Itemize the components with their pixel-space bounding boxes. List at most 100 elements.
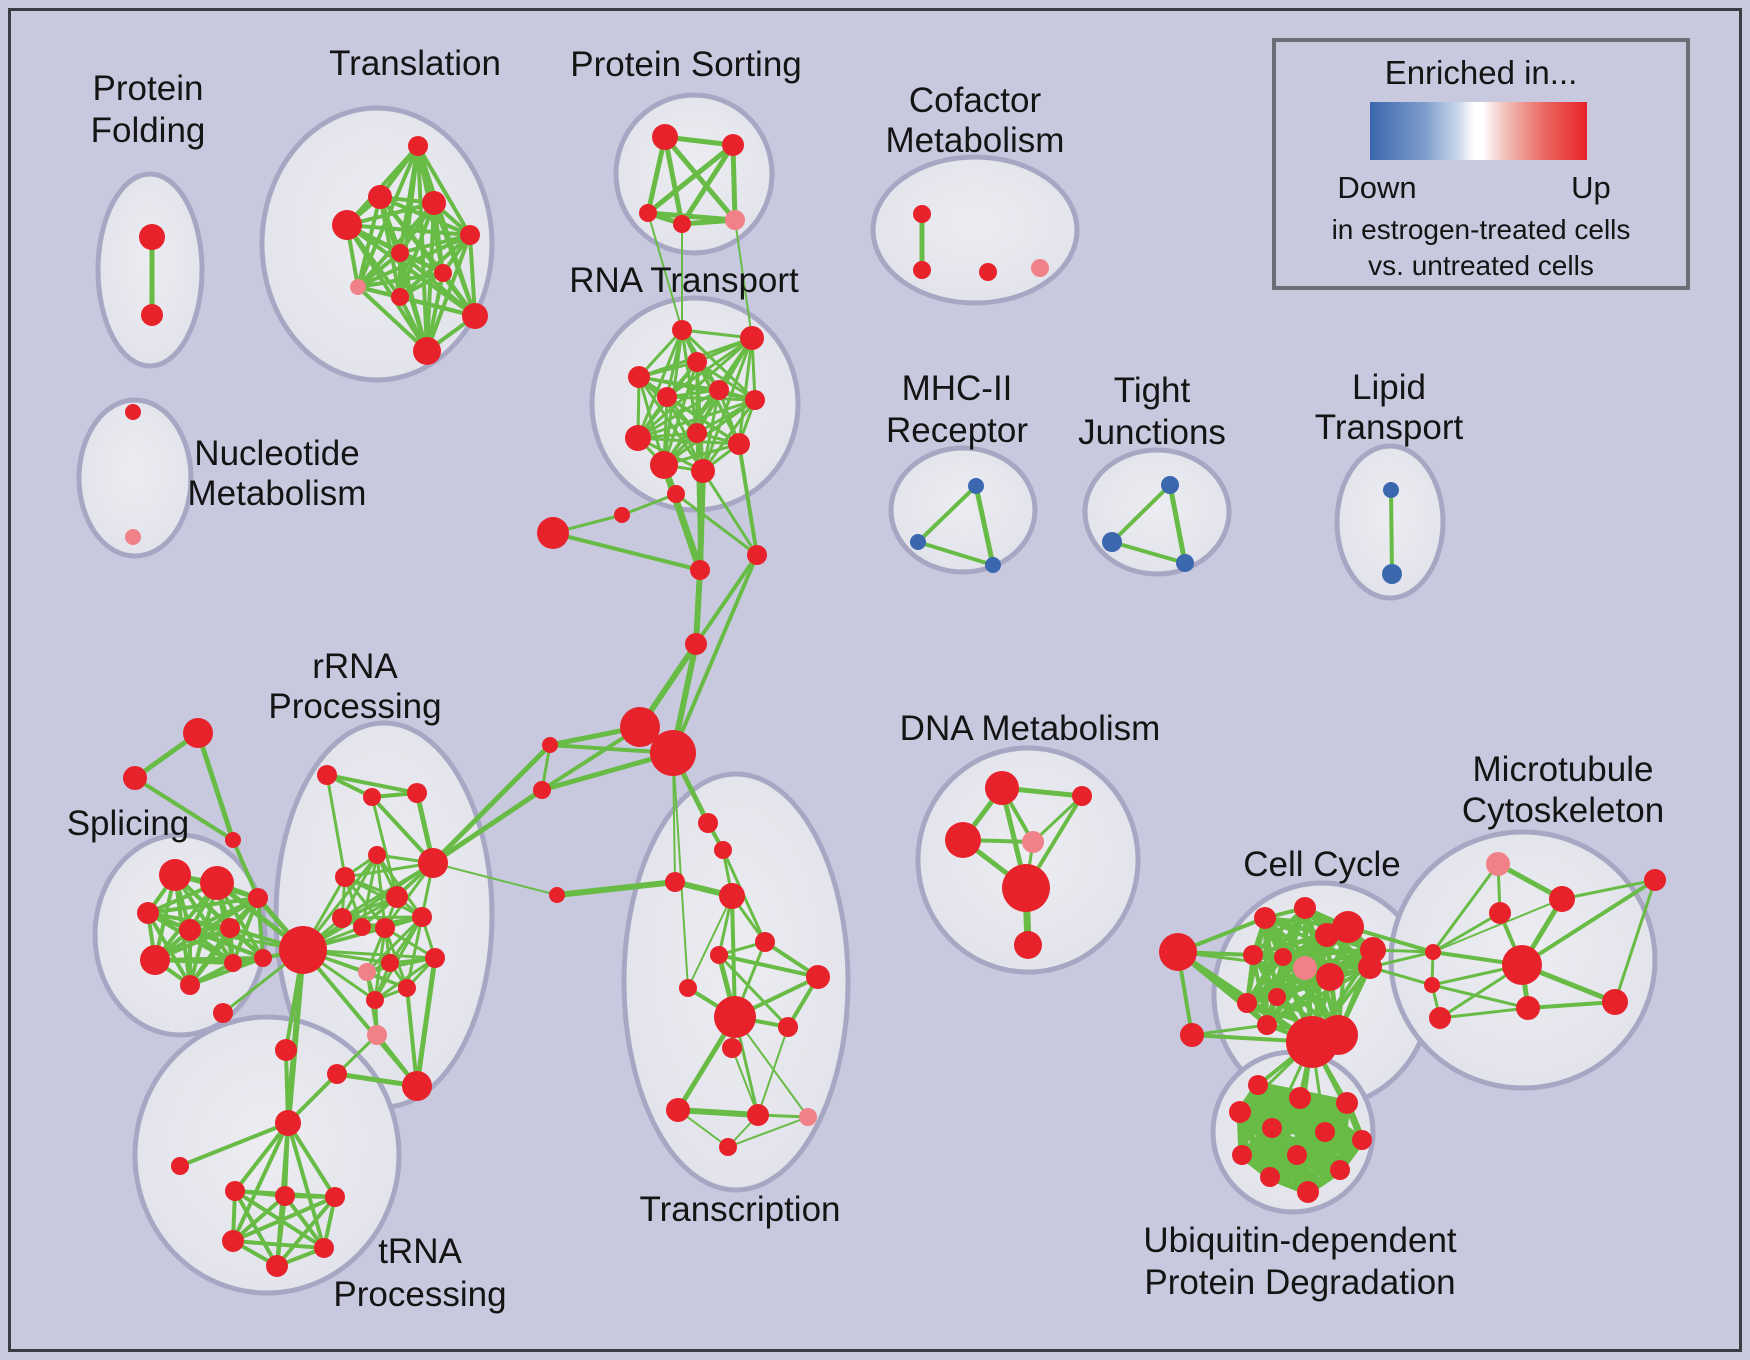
network-edge bbox=[325, 773, 347, 879]
network-node-ps3 bbox=[639, 204, 657, 222]
network-edge bbox=[1266, 1166, 1344, 1181]
network-edge bbox=[256, 896, 265, 960]
network-node-tr4 bbox=[222, 1230, 244, 1252]
network-node-tr1 bbox=[225, 1181, 245, 1201]
network-edge bbox=[188, 928, 265, 960]
network-edge bbox=[1265, 948, 1375, 1027]
cluster-label-mhc-ii-receptor: Receptor bbox=[886, 411, 1028, 450]
network-node-rt10 bbox=[728, 433, 750, 455]
network-node-mt2 bbox=[1489, 902, 1511, 924]
network-edge bbox=[414, 955, 438, 1089]
network-node-ccbig2 bbox=[1318, 1015, 1358, 1055]
legend-subtitle-line2: vs. untreated cells bbox=[1368, 250, 1594, 281]
network-node-ub9 bbox=[1352, 1130, 1372, 1150]
network-node-cc6 bbox=[1316, 963, 1344, 991]
network-node-rt5 bbox=[657, 387, 677, 407]
network-node-cf4 bbox=[1031, 259, 1049, 277]
network-edge bbox=[694, 553, 759, 646]
network-node-b1 bbox=[620, 707, 660, 747]
network-node-rr4 bbox=[368, 846, 386, 864]
cluster-label-dna-metabolism: DNA Metabolism bbox=[900, 709, 1161, 748]
cluster-ellipse-cofactor-metabolism bbox=[870, 154, 1080, 306]
network-edge bbox=[283, 1194, 326, 1250]
network-edge bbox=[662, 134, 685, 227]
cluster-label-translation: Translation bbox=[329, 44, 501, 83]
network-edge bbox=[153, 896, 260, 962]
network-edge bbox=[432, 862, 558, 896]
network-node-cc8 bbox=[1268, 988, 1286, 1006]
network-node-spt3 bbox=[225, 832, 241, 848]
network-node-tri bbox=[171, 1157, 189, 1175]
network-node-tr6 bbox=[314, 1238, 334, 1258]
network-edge bbox=[1265, 965, 1372, 1027]
cluster-label-rrna-processing: Processing bbox=[268, 687, 441, 726]
network-edge bbox=[340, 853, 379, 920]
network-node-tc10 bbox=[722, 1038, 742, 1058]
network-node-tl5 bbox=[460, 225, 480, 245]
network-edge bbox=[188, 956, 265, 987]
cluster-ellipse-nucleotide-metabolism bbox=[76, 397, 194, 559]
network-edge bbox=[345, 223, 429, 353]
network-node-tc13 bbox=[799, 1108, 817, 1126]
network-node-rt3 bbox=[628, 366, 650, 388]
network-node-sp9 bbox=[248, 888, 268, 908]
legend-axis-labels: Down Up bbox=[1276, 170, 1686, 210]
network-edge bbox=[133, 776, 235, 842]
network-node-dm4 bbox=[1002, 864, 1050, 912]
network-node-ub11 bbox=[1330, 1160, 1350, 1180]
network-node-spt1 bbox=[183, 718, 213, 748]
network-node-tl7 bbox=[434, 264, 452, 282]
network-edge bbox=[672, 752, 689, 989]
network-node-rt9 bbox=[687, 423, 707, 443]
network-edge bbox=[286, 1121, 337, 1199]
network-edge bbox=[636, 398, 757, 440]
network-node-pf2 bbox=[141, 304, 163, 326]
network-edge bbox=[405, 986, 419, 1088]
network-node-tc14 bbox=[719, 1138, 737, 1156]
network-node-rt7 bbox=[745, 390, 765, 410]
network-node-rr2 bbox=[363, 788, 381, 806]
cluster-label-cofactor-metabolism: Cofactor bbox=[909, 81, 1042, 120]
network-edge bbox=[1266, 1136, 1366, 1181]
network-node-rt11 bbox=[650, 451, 678, 479]
network-node-tc3 bbox=[549, 887, 565, 903]
network-node-tl8 bbox=[350, 279, 366, 295]
network-node-mh3 bbox=[985, 557, 1001, 573]
network-edge bbox=[231, 896, 260, 965]
network-node-mtc1 bbox=[1425, 944, 1441, 960]
network-node-k1 bbox=[537, 517, 569, 549]
network-edge bbox=[345, 223, 472, 237]
network-node-rt2 bbox=[740, 326, 764, 350]
cluster-label-splicing: Splicing bbox=[67, 804, 190, 843]
network-edge bbox=[301, 861, 435, 952]
network-node-trt1 bbox=[213, 1003, 233, 1023]
network-node-mh1 bbox=[968, 478, 984, 494]
network-node-mt4 bbox=[1602, 989, 1628, 1015]
network-node-sp1 bbox=[159, 859, 191, 891]
cluster-label-nucleotide-metabolism: Metabolism bbox=[188, 474, 367, 513]
network-edge bbox=[430, 742, 553, 866]
network-node-ps2 bbox=[722, 134, 744, 156]
legend-up-label: Up bbox=[1571, 170, 1611, 205]
legend-subtitle-line1: in estrogen-treated cells bbox=[1331, 214, 1631, 245]
network-edge bbox=[286, 1121, 326, 1250]
network-edge bbox=[734, 219, 753, 339]
network-edge bbox=[636, 388, 721, 440]
network-edge bbox=[1110, 540, 1187, 565]
network-edge bbox=[398, 251, 477, 318]
network-edge bbox=[757, 1026, 789, 1116]
network-node-tc11 bbox=[666, 1098, 690, 1122]
cluster-label-lipid-transport: Transport bbox=[1315, 408, 1464, 447]
network-node-sp10 bbox=[254, 949, 272, 967]
cluster-label-tight-junctions: Junctions bbox=[1078, 413, 1226, 452]
network-edge bbox=[325, 773, 419, 795]
network-edge bbox=[173, 873, 235, 965]
network-node-ps5 bbox=[725, 210, 745, 230]
network-node-sp4 bbox=[179, 919, 201, 941]
network-node-dm3 bbox=[945, 822, 981, 858]
network-node-mthub bbox=[1502, 945, 1542, 985]
network-node-mt6 bbox=[1429, 1007, 1451, 1029]
network-node-tj3 bbox=[1176, 554, 1194, 572]
cluster-labels: ProteinFoldingNucleotideMetabolismTransl… bbox=[67, 44, 1664, 1314]
